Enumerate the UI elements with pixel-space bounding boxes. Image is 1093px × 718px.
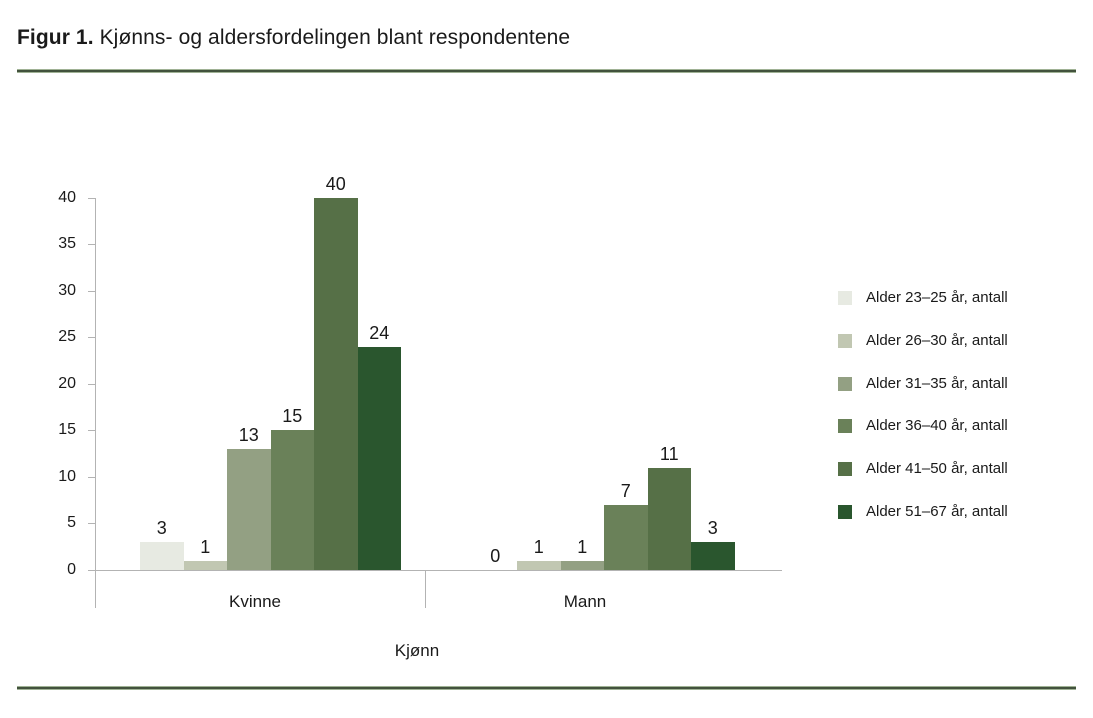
legend-label: Alder 26–30 år, antall	[866, 331, 1008, 349]
bar-value-label: 11	[659, 444, 679, 464]
bar-mann-series-2	[560, 561, 604, 570]
bar-kvinne-series-4	[314, 198, 358, 570]
bar-value-label: 7	[620, 481, 631, 501]
y-tick-label: 5	[67, 514, 76, 531]
figure-number: Figur 1.	[17, 26, 94, 49]
legend-label: Alder 31–35 år, antall	[866, 374, 1008, 392]
legend-swatch	[838, 333, 852, 348]
category-divider-tick	[425, 570, 426, 608]
bar-kvinne-series-0	[140, 542, 184, 570]
legend-swatch	[838, 376, 852, 391]
category-label-kvinne: Kvinne	[229, 592, 281, 611]
bar-mann-series-3	[604, 505, 648, 570]
x-axis-title: Kjønn	[394, 641, 440, 660]
legend-swatch	[838, 462, 852, 477]
bar-value-label: 1	[533, 537, 544, 557]
bar-kvinne-series-1	[183, 561, 227, 570]
bar-mann-series-4	[647, 468, 691, 570]
y-tick-mark	[88, 570, 95, 571]
y-tick-label: 0	[67, 561, 76, 578]
bar-value-label: 1	[577, 537, 588, 557]
legend-label: Alder 41–50 år, antall	[866, 460, 1008, 478]
bar-value-label: 40	[325, 174, 346, 194]
figure-caption: Kjønns- og aldersfordelingen blant respo…	[99, 26, 571, 49]
bar-value-label: 3	[156, 518, 167, 538]
bottom-divider-line	[17, 686, 1076, 690]
bar-value-label: 1	[200, 537, 211, 557]
y-tick-mark	[88, 430, 95, 431]
y-tick-label: 20	[58, 375, 76, 392]
y-tick-mark	[88, 291, 95, 292]
bar-kvinne-series-5	[357, 347, 401, 570]
bar-value-label: 24	[369, 323, 390, 343]
figure-title: Figur 1. Kjønns- og aldersfordelingen bl…	[17, 26, 570, 50]
y-axis-line	[95, 198, 96, 608]
legend-swatch	[838, 291, 852, 305]
x-axis-line	[95, 570, 782, 571]
legend-label: Alder 23–25 år, antall	[866, 289, 1008, 306]
bar-kvinne-series-2	[227, 449, 271, 570]
bar-value-label: 15	[282, 406, 303, 426]
top-divider-line	[17, 69, 1076, 73]
bar-value-label: 13	[238, 425, 259, 445]
legend-swatch	[838, 505, 852, 519]
bar-value-label: 3	[707, 518, 718, 538]
bar-kvinne-series-3	[270, 430, 314, 570]
y-tick-mark	[88, 198, 95, 199]
bar-value-label: 0	[490, 546, 501, 566]
bar-mann-series-5	[691, 542, 735, 570]
y-tick-label: 40	[58, 189, 76, 206]
y-tick-label: 10	[58, 468, 76, 485]
category-label-mann: Mann	[563, 592, 607, 611]
legend-swatch	[838, 419, 852, 434]
y-tick-mark	[88, 523, 95, 524]
legend-label: Alder 51–67 år, antall	[866, 503, 1008, 520]
y-tick-mark	[88, 384, 95, 385]
y-tick-label: 15	[58, 421, 76, 438]
y-tick-mark	[88, 477, 95, 478]
y-tick-label: 25	[58, 328, 76, 345]
y-tick-mark	[88, 244, 95, 245]
bar-mann-series-1	[517, 561, 561, 570]
y-tick-label: 30	[58, 282, 76, 299]
y-tick-mark	[88, 337, 95, 338]
legend-label: Alder 36–40 år, antall	[866, 417, 1008, 435]
y-tick-label: 35	[58, 235, 76, 252]
